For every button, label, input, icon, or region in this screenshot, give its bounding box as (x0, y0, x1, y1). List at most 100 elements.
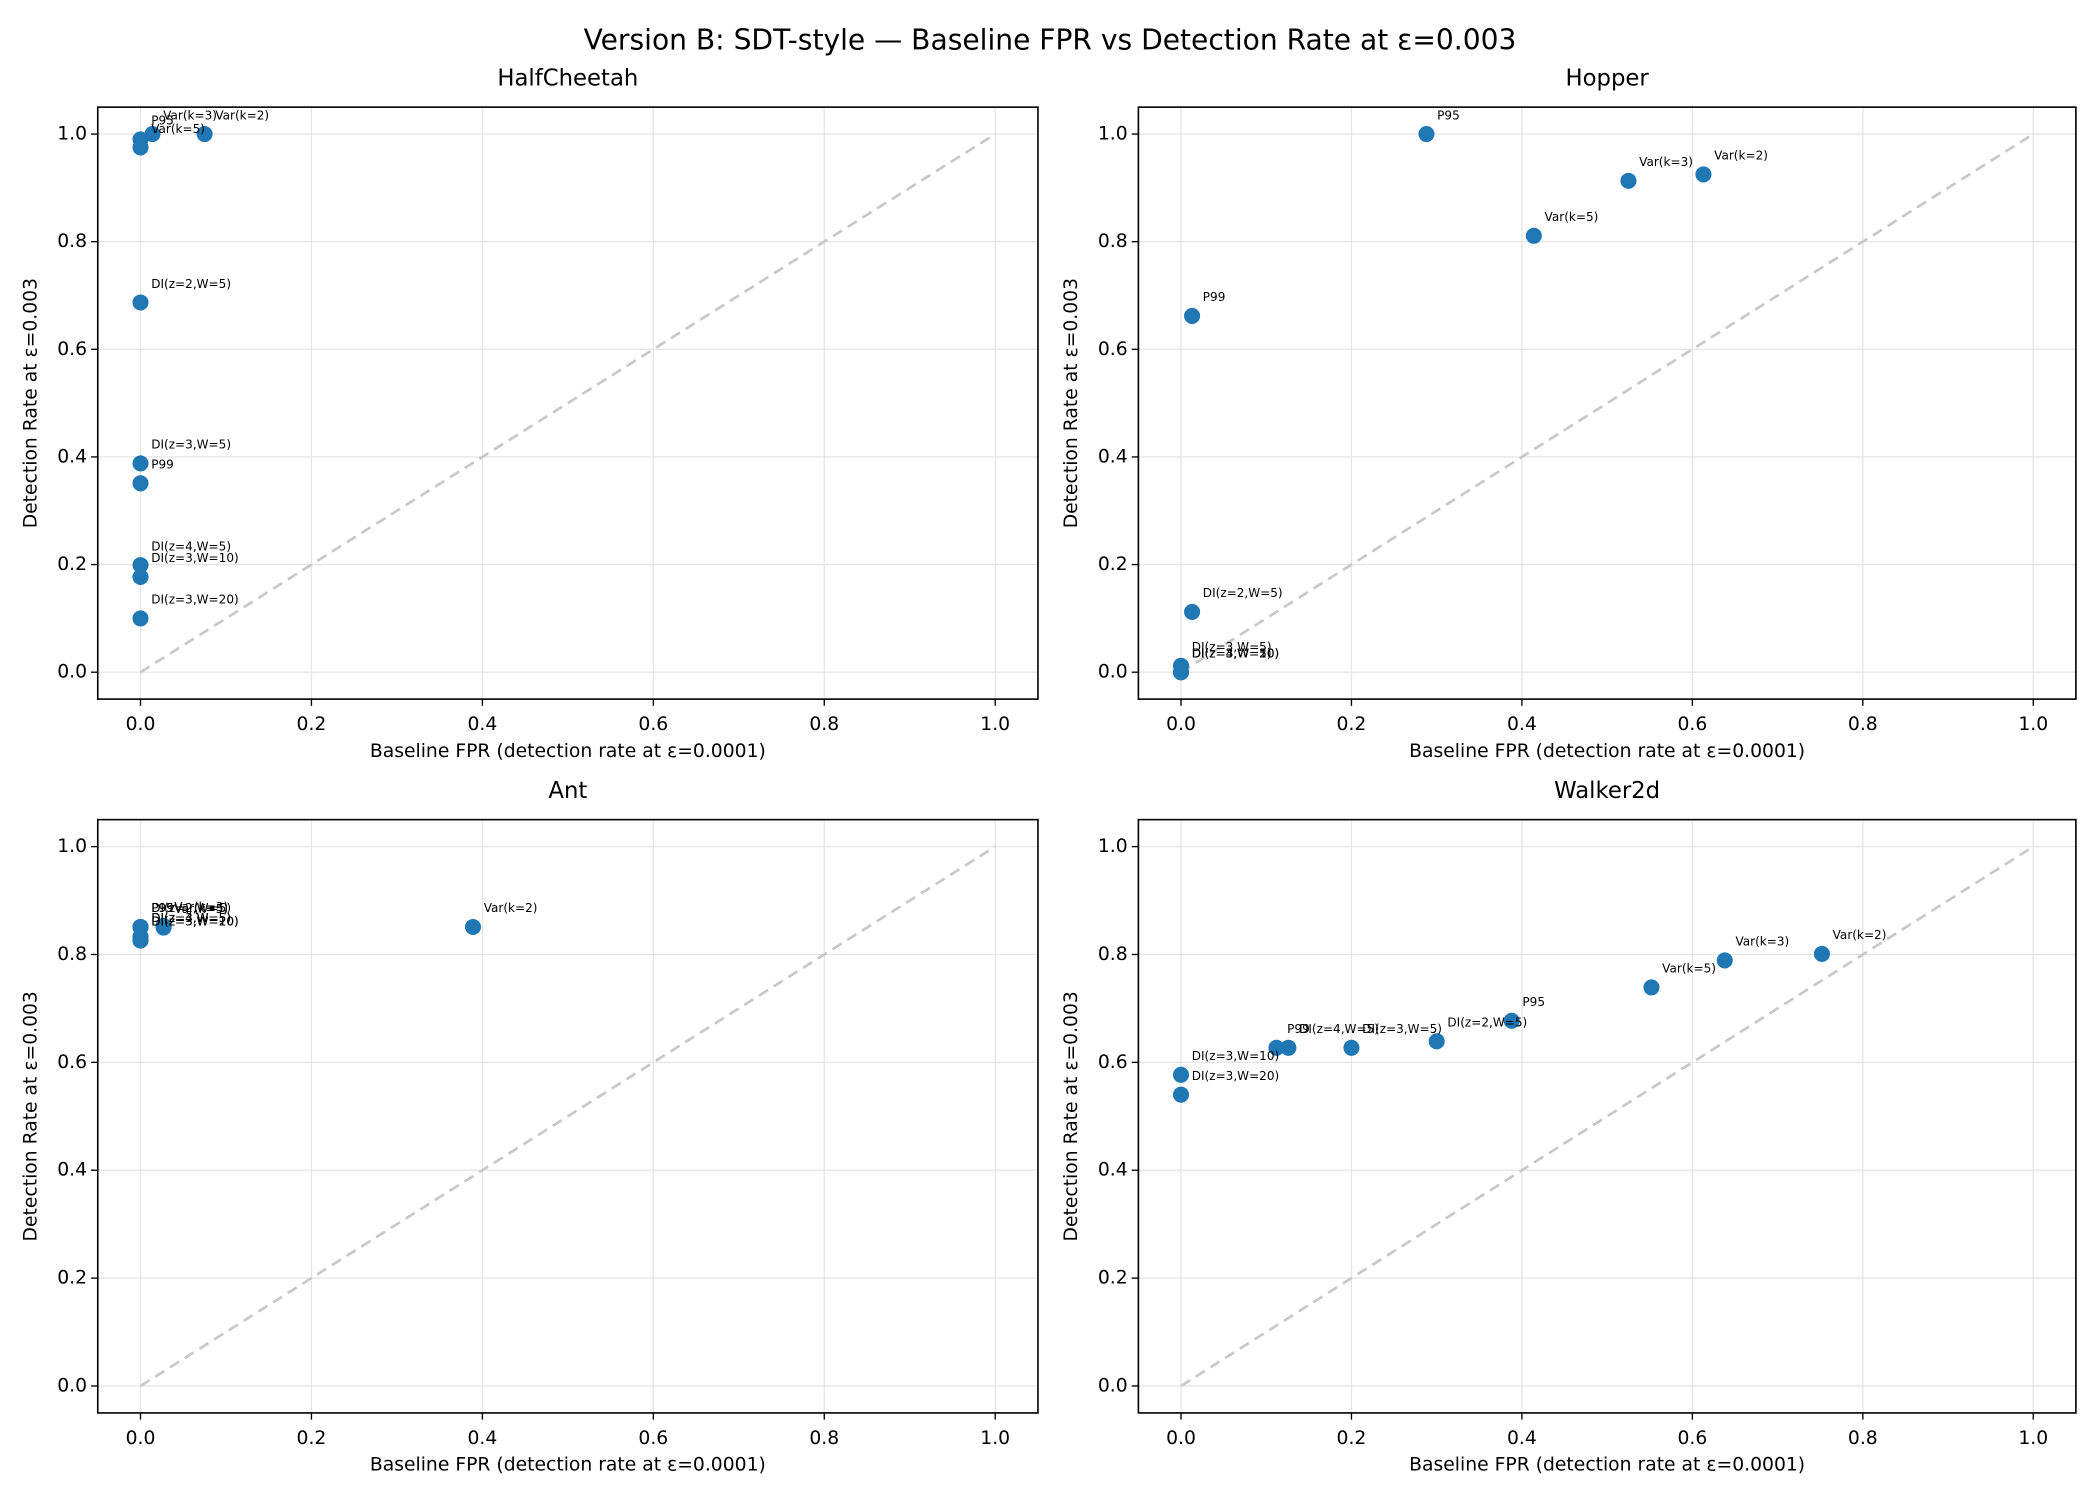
point (144, 126, 161, 143)
y-tick-label: 0.2 (57, 554, 87, 575)
reference-line (1180, 845, 2034, 1388)
subplot-title: Hopper (1566, 66, 1650, 92)
point-label: P95 (151, 114, 174, 128)
point-label: DI(z=3,W=10) (1192, 1049, 1279, 1063)
point (132, 294, 149, 311)
point-label: DI(z=3,W=20) (151, 593, 238, 607)
y-tick-label: 0.0 (57, 662, 87, 683)
point-label: P99 (151, 458, 174, 472)
y-tick-label: 0.8 (57, 944, 87, 965)
subplot: Hopper 0.0 0.2 0.4 0.6 0.8 1.0 0.0 0.2 0.4 0.6 0.8 1… (1061, 66, 2077, 762)
reference-line (1180, 132, 2034, 674)
point (1620, 172, 1637, 189)
x-axis-label: Baseline FPR (detection rate at ε=0.0001… (1409, 741, 1805, 762)
x-tick-label: 0.4 (467, 1428, 497, 1449)
x-axis-label: Baseline FPR (detection rate at ε=0.0001… (1409, 1455, 1805, 1476)
y-tick-label: 1.0 (57, 836, 87, 857)
point (1428, 1033, 1445, 1050)
y-tick-label: 0.0 (1098, 662, 1128, 683)
subplot: Ant 0.0 0.2 0.4 0.6 0.8 1.0 0.0 0.2 0.4 0.6 0.8 1.0 B… (20, 778, 1039, 1476)
point (1184, 603, 1201, 620)
point (1716, 952, 1733, 969)
reference-line (139, 845, 996, 1388)
axes-frame (1137, 106, 2077, 700)
point (1268, 1039, 1285, 1056)
point-label: Var(k=5) (1545, 210, 1599, 224)
point (132, 475, 149, 492)
y-tick-label: 0.2 (1098, 1268, 1128, 1289)
point (132, 932, 149, 949)
point-label: DI(z=3,W=20) (1192, 1069, 1279, 1083)
y-tick-label: 0.4 (1098, 1160, 1128, 1181)
point-label: Var(k=5) (1662, 962, 1716, 976)
y-tick-label: 0.2 (1098, 554, 1128, 575)
x-tick-label: 0.8 (1848, 714, 1878, 735)
x-axis-label: Baseline FPR (detection rate at ε=0.0001… (370, 1455, 766, 1476)
x-tick-label: 0.0 (1166, 1428, 1196, 1449)
point (1172, 1066, 1190, 1083)
y-tick-label: 0.4 (57, 1160, 87, 1181)
point-label: DI(z=2,W=5) (1203, 586, 1283, 600)
point-label: P99 (1203, 290, 1226, 304)
y-tick-label: 0.4 (1098, 446, 1128, 467)
point-label: P99 (1287, 1022, 1310, 1036)
point (1172, 1086, 1190, 1103)
point-label: DI(z=4,W=5) (151, 539, 231, 553)
point (132, 557, 149, 574)
axes-frame (1137, 818, 2077, 1414)
point (1172, 664, 1190, 681)
point-label: DI(z=3,W=20) (1192, 646, 1279, 660)
y-axis-label: Detection Rate at ε=0.003 (20, 278, 41, 528)
x-tick-label: 0.2 (1337, 714, 1367, 735)
y-axis-label: Detection Rate at ε=0.003 (1061, 991, 1082, 1241)
x-axis-label: Baseline FPR (detection rate at ε=0.0001… (370, 741, 766, 762)
point-label: DI(z=3,W=20) (151, 915, 238, 929)
x-tick-label: 0.4 (467, 714, 497, 735)
point-label: P95 (1522, 995, 1545, 1009)
point-label: DI(z=3,W=10) (151, 915, 238, 929)
y-axis-label: Detection Rate at ε=0.003 (1061, 278, 1082, 528)
point-label: DI(z=3,W=5) (1362, 1022, 1442, 1036)
point (196, 126, 213, 143)
point-label: DI(z=4,W=5) (151, 911, 231, 925)
x-tick-label: 1.0 (2018, 714, 2048, 735)
x-tick-label: 0.2 (297, 1428, 327, 1449)
y-axis-label: Detection Rate at ε=0.003 (20, 991, 41, 1241)
point (132, 139, 149, 156)
point (464, 918, 482, 936)
point (1503, 1012, 1520, 1029)
point-label: DI(z=2,W=5) (151, 277, 231, 291)
point-label: Var(k=3) (174, 900, 228, 914)
reference-line (139, 132, 996, 674)
y-tick-label: 0.2 (57, 1268, 87, 1289)
point-label: DI(z=3,W=5) (151, 438, 231, 452)
subplot-title: Walker2d (1554, 778, 1660, 804)
y-tick-label: 1.0 (1098, 124, 1128, 145)
point-label: DI(z=2,W=5) (151, 901, 231, 915)
figure-title: Version B: SDT-style — Baseline FPR vs D… (584, 24, 1517, 57)
y-tick-label: 1.0 (1098, 836, 1128, 857)
x-tick-label: 1.0 (2018, 1428, 2048, 1449)
point (1813, 945, 1830, 962)
x-tick-label: 0.8 (1848, 1428, 1878, 1449)
point-label: DI(z=3,W=10) (151, 551, 238, 565)
point (1418, 126, 1435, 143)
point-label: Var(k=3) (1639, 155, 1693, 169)
point-label: DI(z=3,W=10) (1192, 646, 1279, 660)
point-label: DI(z=4,W=5) (1299, 1022, 1379, 1036)
point (1643, 979, 1660, 996)
axes-frame (96, 818, 1039, 1414)
y-tick-label: 0.0 (1098, 1375, 1128, 1396)
x-tick-label: 0.0 (1166, 714, 1196, 735)
x-tick-label: 0.2 (297, 714, 327, 735)
point (1695, 166, 1712, 183)
subplot-title: Ant (548, 778, 587, 804)
x-tick-label: 0.6 (1677, 1428, 1707, 1449)
x-tick-label: 0.4 (1507, 714, 1537, 735)
point-label: Var(k=2) (215, 108, 269, 122)
y-tick-label: 0.8 (1098, 944, 1128, 965)
axes-frame (96, 106, 1039, 700)
